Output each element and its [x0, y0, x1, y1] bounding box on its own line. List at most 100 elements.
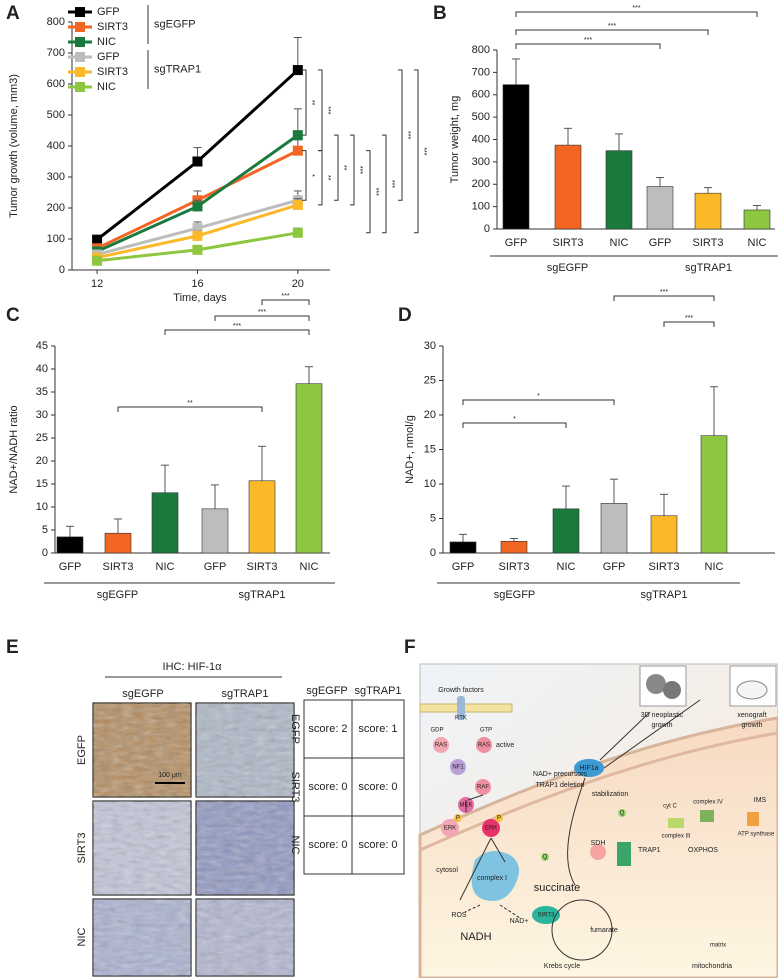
cell-membrane [419, 703, 513, 713]
point [292, 65, 303, 76]
x-tick-label: GFP [649, 237, 672, 249]
panel-e: E IHC: HIF-1α sgEGFP sgTRAP1 100 μm EGFP… [6, 637, 405, 977]
legend-group: sgTRAP1 [154, 63, 201, 75]
y-axis-label: NAD+, nmol/g [404, 415, 416, 484]
legend-label: SIRT3 [97, 66, 128, 78]
y-tick-label: 0 [484, 223, 490, 235]
legend-label: NIC [97, 36, 116, 48]
significance-bracket [398, 69, 403, 201]
bar [605, 150, 633, 230]
y-tick-label: 600 [472, 89, 490, 101]
significance-bracket [302, 69, 307, 136]
diagram-label: succinate [534, 882, 580, 894]
diagram-label: stabilization [592, 791, 629, 798]
micrograph-texture [93, 703, 191, 797]
panel-label: C [6, 305, 20, 326]
mouse [736, 680, 768, 700]
diagram-label: RTK [455, 716, 467, 722]
legend-label: NIC [97, 81, 116, 93]
inner-membrane [419, 731, 778, 852]
significance-bracket [515, 29, 709, 35]
table-border [303, 699, 405, 875]
diagram-label: SIRT3 [538, 913, 556, 919]
significance-bracket [462, 422, 567, 428]
bar [554, 144, 582, 230]
x-tick-label: SIRT3 [247, 561, 278, 573]
diagram-label: NAD+ precursors [533, 771, 587, 778]
diagram-label: ERK [444, 826, 456, 832]
diagram-label: Q [543, 855, 548, 861]
legend-label: GFP [97, 6, 120, 18]
significance-bracket [214, 315, 310, 321]
bar [743, 209, 771, 230]
legend-label: SIRT3 [97, 21, 128, 33]
x-tick-label: GFP [505, 237, 528, 249]
panel-label: B [433, 3, 447, 24]
phospho-shape [454, 814, 462, 822]
legend-group: sgEGFP [154, 18, 196, 30]
y-axis-label: Tumor growth (volume, mm3) [8, 74, 20, 218]
significance-label: *** [388, 180, 395, 188]
significance-bracket [663, 321, 715, 327]
y-tick-label: 15 [424, 443, 436, 455]
x-tick-label: GFP [59, 561, 82, 573]
x-tick-label: 16 [191, 278, 203, 290]
x-tick-label: NIC [557, 561, 576, 573]
y-tick-label: 200 [47, 202, 65, 214]
diagram-label: NF1 [452, 765, 464, 771]
sirt3-shape [532, 906, 560, 924]
y-tick-label: 40 [36, 363, 48, 375]
y-tick-label: 20 [424, 409, 436, 421]
x-axis-label: Time, days [173, 292, 227, 304]
point [192, 201, 203, 212]
x-tick-label: NIC [300, 561, 319, 573]
significance-label: *** [420, 147, 427, 155]
diagram-label: TRAP1 [638, 847, 661, 854]
table-cell: score: 2 [308, 723, 347, 735]
bar [552, 508, 580, 554]
bar [502, 84, 530, 230]
y-tick-label: 25 [424, 374, 436, 386]
significance-bracket [350, 134, 355, 206]
diagram-label: growth [741, 722, 762, 729]
diagram-label: GTP [480, 728, 492, 734]
significance-bracket [462, 399, 615, 405]
diagram-label: OXPHOS [688, 847, 718, 854]
x-tick-label: GFP [603, 561, 626, 573]
y-tick-label: 20 [36, 455, 48, 467]
significance-label: *** [404, 131, 411, 139]
erk-shape [441, 819, 459, 837]
diagram-label: NADH [460, 931, 491, 943]
y-tick-label: 100 [47, 233, 65, 245]
point [292, 130, 303, 141]
y-tick-label: 0 [430, 547, 436, 559]
group-label: sgTRAP1 [640, 589, 687, 601]
column-header: sgEGFP [122, 688, 164, 700]
diagram-label: Q [620, 811, 625, 817]
group-label: sgEGFP [97, 589, 139, 601]
raf-shape [475, 779, 491, 795]
significance-bracket [366, 150, 371, 234]
y-tick-label: 200 [472, 178, 490, 190]
ihc-title: IHC: HIF-1α [163, 661, 223, 673]
diagram-label: HIF1a [579, 765, 598, 772]
significance-label: *** [233, 323, 241, 330]
y-tick-label: 10 [36, 501, 48, 513]
significance-bracket [302, 150, 307, 201]
significance-bracket [117, 406, 263, 412]
legend-label: GFP [97, 51, 120, 63]
diagram-label: complex III [661, 834, 690, 840]
table-row-label: EGFP [289, 714, 301, 744]
legend-marker [75, 22, 85, 32]
legend-marker [75, 67, 85, 77]
diagram-label: MEK [459, 803, 472, 809]
micrograph-texture [93, 899, 191, 976]
significance-label: *** [685, 315, 693, 322]
y-tick-label: 300 [472, 156, 490, 168]
diagram-label: Growth factors [438, 687, 484, 694]
table-cell: score: 0 [358, 781, 397, 793]
bar [201, 508, 229, 554]
x-tick-label: SIRT3 [649, 561, 680, 573]
y-tick-label: 35 [36, 386, 48, 398]
diagram-label: 3D neoplastic [641, 712, 684, 719]
